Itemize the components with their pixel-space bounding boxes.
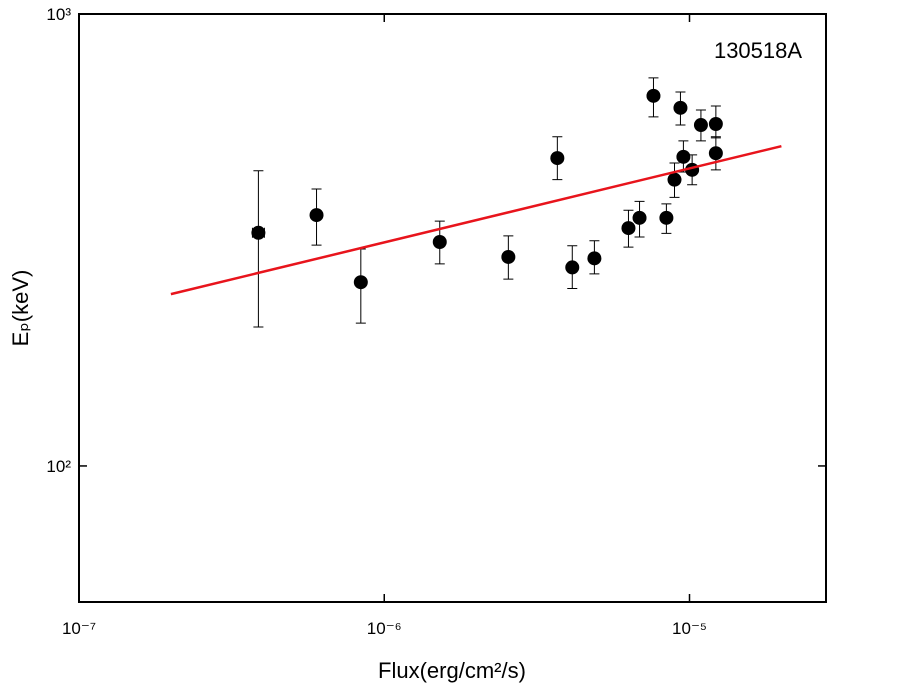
point (646, 88, 661, 103)
y-axis-label: Eₚ(keV) (8, 270, 33, 347)
point (565, 260, 580, 275)
point (587, 251, 602, 266)
point (501, 249, 516, 264)
point (309, 208, 324, 223)
point (708, 116, 723, 131)
y-tick-label: 10² (46, 457, 71, 476)
point (432, 234, 447, 249)
x-tick-label: 10⁻⁷ (62, 619, 96, 638)
point (353, 275, 368, 290)
point (676, 149, 691, 164)
point (667, 172, 682, 187)
x-axis-label: Flux(erg/cm²/s) (378, 658, 526, 683)
point (550, 151, 565, 166)
x-tick-label: 10⁻⁶ (367, 619, 402, 638)
fit-line (170, 144, 782, 296)
plot-frame (78, 13, 827, 603)
point (251, 225, 266, 240)
point (621, 221, 636, 236)
point (632, 210, 647, 225)
point (693, 118, 708, 133)
y-tick-label: 10³ (46, 5, 71, 24)
error-bar (253, 170, 264, 328)
point (708, 146, 723, 161)
point (659, 210, 674, 225)
x-tick-label: 10⁻⁵ (672, 619, 707, 638)
point (673, 100, 688, 115)
annotation: 130518A (714, 38, 802, 63)
